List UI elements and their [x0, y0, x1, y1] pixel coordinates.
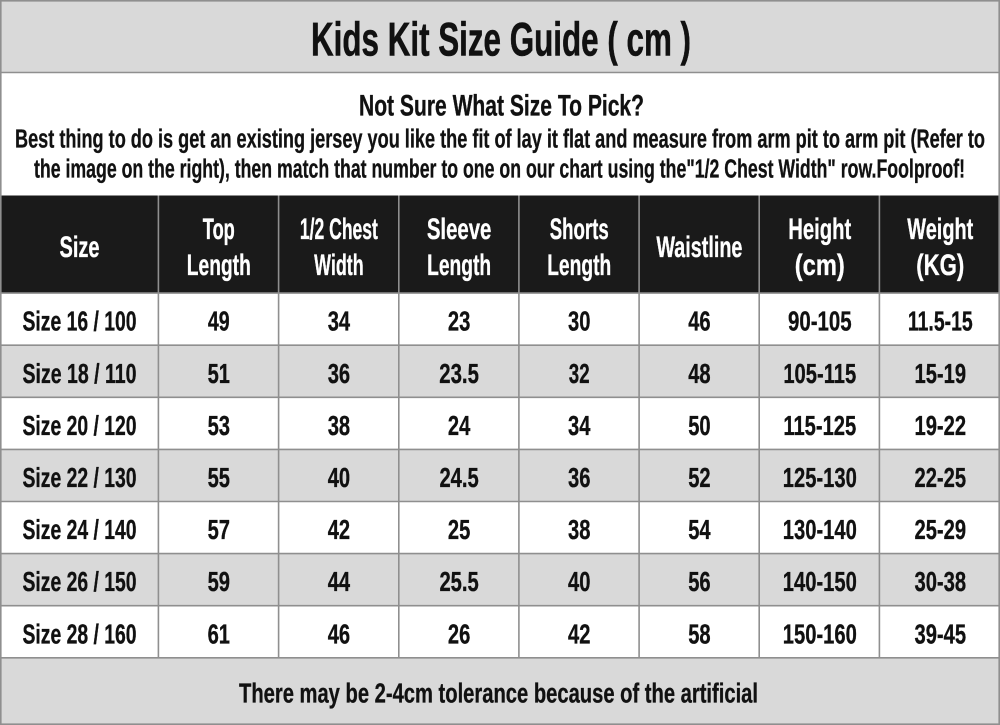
svg-text:Size 24 / 140: Size 24 / 140 — [23, 514, 137, 545]
svg-text:59: 59 — [208, 566, 230, 597]
svg-text:48: 48 — [688, 358, 710, 389]
svg-text:Waistline: Waistline — [656, 231, 742, 264]
svg-text:46: 46 — [328, 618, 350, 649]
svg-text:57: 57 — [208, 514, 230, 545]
svg-text:36: 36 — [568, 462, 590, 493]
svg-text:Top: Top — [203, 213, 235, 246]
svg-text:54: 54 — [688, 514, 711, 545]
svg-text:115-125: 115-125 — [783, 410, 856, 441]
svg-text:Height: Height — [788, 213, 851, 246]
svg-text:24.5: 24.5 — [439, 462, 478, 493]
svg-text:Weight: Weight — [907, 213, 973, 246]
svg-text:Shorts: Shorts — [550, 213, 609, 246]
svg-text:44: 44 — [328, 566, 351, 597]
svg-text:(cm): (cm) — [795, 249, 845, 282]
svg-text:Sleeve: Sleeve — [427, 213, 492, 246]
svg-text:56: 56 — [688, 566, 710, 597]
svg-text:125-130: 125-130 — [783, 462, 857, 493]
svg-text:Size 26 / 150: Size 26 / 150 — [23, 566, 137, 597]
svg-text:36: 36 — [328, 358, 350, 389]
svg-text:51: 51 — [208, 358, 230, 389]
svg-text:There may be 2-4cm tolerance b: There may be 2-4cm tolerance because of … — [239, 678, 758, 709]
svg-text:38: 38 — [328, 410, 350, 441]
svg-text:53: 53 — [208, 410, 230, 441]
svg-text:50: 50 — [688, 410, 710, 441]
svg-text:25.5: 25.5 — [439, 566, 478, 597]
svg-text:150-160: 150-160 — [783, 618, 857, 649]
svg-text:Size 20 / 120: Size 20 / 120 — [23, 410, 137, 441]
svg-text:105-115: 105-115 — [783, 358, 856, 389]
svg-text:30-38: 30-38 — [915, 566, 967, 597]
svg-text:15-19: 15-19 — [915, 358, 967, 389]
svg-text:Not Sure What Size To Pick?: Not Sure What Size To Pick? — [359, 89, 644, 122]
svg-text:140-150: 140-150 — [783, 566, 857, 597]
svg-text:(KG): (KG) — [916, 249, 964, 282]
svg-text:1/2 Chest: 1/2 Chest — [300, 213, 378, 246]
svg-text:Best thing to do is get an exi: Best thing to do is get an existing jers… — [15, 126, 985, 154]
svg-text:55: 55 — [208, 462, 230, 493]
svg-text:25-29: 25-29 — [915, 514, 967, 545]
svg-text:the image on the right), then: the image on the right), then match that… — [34, 156, 965, 184]
svg-text:24: 24 — [448, 410, 471, 441]
svg-text:Kids Kit Size Guide ( cm ): Kids Kit Size Guide ( cm ) — [311, 14, 691, 67]
svg-text:40: 40 — [568, 566, 590, 597]
svg-text:58: 58 — [688, 618, 710, 649]
svg-text:42: 42 — [328, 514, 350, 545]
svg-text:Size 22 / 130: Size 22 / 130 — [23, 462, 137, 493]
svg-text:130-140: 130-140 — [783, 514, 857, 545]
svg-text:61: 61 — [208, 618, 230, 649]
svg-text:Size 28 / 160: Size 28 / 160 — [23, 618, 137, 649]
svg-text:Length: Length — [187, 249, 251, 282]
svg-text:23: 23 — [448, 306, 470, 337]
svg-text:38: 38 — [568, 514, 590, 545]
svg-text:42: 42 — [568, 618, 590, 649]
svg-text:Size: Size — [60, 231, 100, 264]
svg-text:90-105: 90-105 — [788, 306, 852, 337]
svg-text:34: 34 — [328, 306, 351, 337]
svg-text:Length: Length — [547, 249, 611, 282]
svg-text:52: 52 — [688, 462, 710, 493]
svg-text:30: 30 — [568, 306, 590, 337]
svg-text:11.5-15: 11.5-15 — [908, 306, 973, 337]
svg-text:40: 40 — [328, 462, 350, 493]
svg-text:26: 26 — [448, 618, 470, 649]
svg-text:Width: Width — [314, 249, 364, 282]
svg-text:49: 49 — [208, 306, 230, 337]
svg-text:19-22: 19-22 — [915, 410, 967, 441]
svg-text:25: 25 — [448, 514, 470, 545]
svg-text:46: 46 — [688, 306, 710, 337]
svg-text:39-45: 39-45 — [915, 618, 967, 649]
svg-text:23.5: 23.5 — [439, 358, 479, 389]
svg-text:34: 34 — [568, 410, 591, 441]
svg-text:32: 32 — [569, 358, 590, 389]
svg-text:Size 16 / 100: Size 16 / 100 — [23, 306, 137, 337]
svg-text:Size 18 / 110: Size 18 / 110 — [23, 358, 137, 389]
svg-text:22-25: 22-25 — [915, 462, 967, 493]
svg-text:Length: Length — [427, 249, 491, 282]
